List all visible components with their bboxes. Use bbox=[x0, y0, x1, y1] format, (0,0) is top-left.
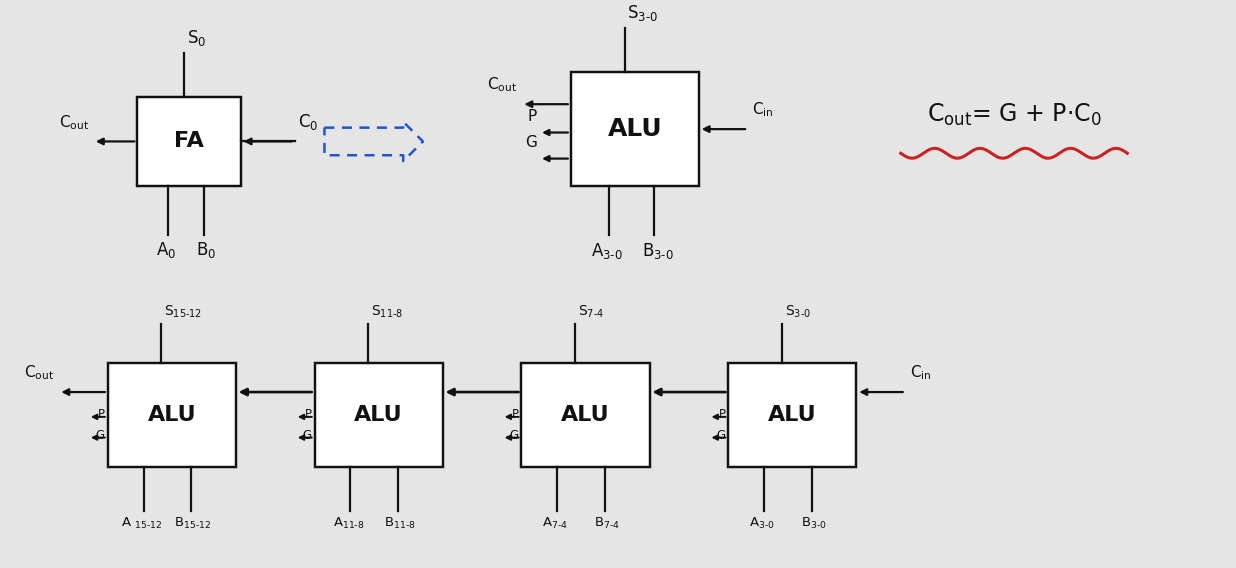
Text: FA: FA bbox=[174, 131, 204, 152]
Text: B$_0$: B$_0$ bbox=[197, 240, 216, 260]
Text: G: G bbox=[303, 429, 311, 442]
Text: G: G bbox=[716, 429, 726, 442]
Text: B$_{11\text{-}8}$: B$_{11\text{-}8}$ bbox=[384, 516, 415, 531]
Text: ALU: ALU bbox=[768, 405, 817, 425]
Bar bbox=[137, 97, 241, 186]
Text: B$_{3\text{-}0}$: B$_{3\text{-}0}$ bbox=[801, 516, 827, 531]
Text: S$_{3\mathsf{\text{-}}0}$: S$_{3\mathsf{\text{-}}0}$ bbox=[628, 3, 659, 23]
Text: P: P bbox=[512, 408, 519, 421]
Bar bbox=[108, 363, 236, 466]
Text: G: G bbox=[95, 429, 105, 442]
Text: P: P bbox=[98, 408, 105, 421]
Text: G: G bbox=[525, 135, 538, 150]
Text: P: P bbox=[304, 408, 311, 421]
Bar bbox=[315, 363, 442, 466]
Text: C$_{\rm out}$: C$_{\rm out}$ bbox=[25, 364, 54, 382]
Text: S$_{11\text{-}8}$: S$_{11\text{-}8}$ bbox=[371, 303, 404, 320]
Text: A$_{3\text{-}0}$: A$_{3\text{-}0}$ bbox=[591, 241, 623, 261]
Text: A$_{11\text{-}8}$: A$_{11\text{-}8}$ bbox=[332, 516, 365, 531]
Text: P: P bbox=[528, 108, 538, 124]
Bar bbox=[522, 363, 650, 466]
Text: ALU: ALU bbox=[607, 117, 662, 141]
Text: ALU: ALU bbox=[147, 405, 197, 425]
Text: S$_{3\text{-}0}$: S$_{3\text{-}0}$ bbox=[785, 303, 811, 320]
Bar bbox=[728, 363, 857, 466]
Text: B$_{15\text{-}12}$: B$_{15\text{-}12}$ bbox=[174, 516, 211, 531]
Text: A $_{15\text{-}12}$: A $_{15\text{-}12}$ bbox=[121, 516, 162, 531]
Text: C$_{\rm in}$: C$_{\rm in}$ bbox=[910, 364, 931, 382]
Text: S$_{15\text{-}12}$: S$_{15\text{-}12}$ bbox=[164, 303, 203, 320]
Text: P: P bbox=[718, 408, 726, 421]
Text: C$_{\rm in}$: C$_{\rm in}$ bbox=[751, 101, 774, 119]
Text: S$_{7\text{-}4}$: S$_{7\text{-}4}$ bbox=[578, 303, 604, 320]
Text: B$_{7\text{-}4}$: B$_{7\text{-}4}$ bbox=[593, 516, 619, 531]
Text: A$_{7\text{-}4}$: A$_{7\text{-}4}$ bbox=[543, 516, 569, 531]
Text: C$_{\rm out}$: C$_{\rm out}$ bbox=[487, 76, 518, 94]
Text: B$_{3\text{-}0}$: B$_{3\text{-}0}$ bbox=[641, 241, 674, 261]
Text: A$_0$: A$_0$ bbox=[156, 240, 177, 260]
Text: C$_{\rm out}$: C$_{\rm out}$ bbox=[59, 113, 89, 132]
Text: ALU: ALU bbox=[561, 405, 609, 425]
Text: A$_{3\text{-}0}$: A$_{3\text{-}0}$ bbox=[749, 516, 775, 531]
Text: S$_0$: S$_0$ bbox=[187, 28, 206, 48]
Bar bbox=[571, 73, 698, 186]
Text: G: G bbox=[509, 429, 519, 442]
Text: ALU: ALU bbox=[355, 405, 403, 425]
Text: C$_0$: C$_0$ bbox=[298, 111, 318, 132]
Text: C$_{\rm out}$= G + P·C$_0$: C$_{\rm out}$= G + P·C$_0$ bbox=[927, 102, 1101, 128]
